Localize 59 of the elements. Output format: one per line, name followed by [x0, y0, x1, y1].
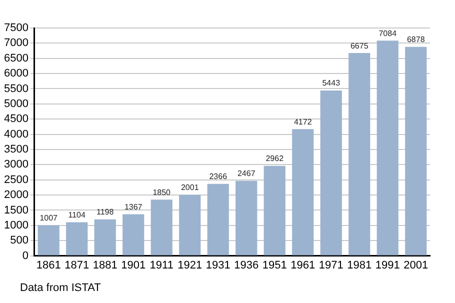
y-tick-label: 5000	[4, 98, 28, 110]
x-tick-label: 1911	[150, 259, 174, 272]
bar	[179, 195, 201, 256]
bar	[292, 129, 314, 256]
text: Data from ISTAT	[20, 282, 101, 294]
bar	[405, 46, 427, 256]
x-tick-label: 1936	[234, 259, 259, 272]
bar	[150, 200, 172, 256]
data-label: 2366	[209, 172, 228, 182]
bar	[376, 40, 398, 256]
data-label: 1104	[68, 210, 86, 220]
x-tick-label: 1871	[64, 259, 90, 272]
data-label: 4172	[294, 117, 312, 126]
bar	[207, 184, 229, 256]
data-label: 5443	[322, 78, 341, 88]
x-tick-label: 1881	[92, 259, 118, 272]
data-label: 2962	[266, 154, 284, 164]
x-tick-label: 1931	[206, 259, 230, 272]
data-label: 1367	[124, 202, 143, 212]
x-tick-label: 1861	[36, 259, 61, 272]
bar	[38, 225, 60, 256]
bar	[348, 53, 370, 256]
y-tick-label: 6500	[4, 52, 28, 64]
y-tick-label: 0	[22, 250, 28, 262]
y-tick-label: 3000	[4, 158, 28, 171]
y-tick-label: 7500	[4, 22, 28, 34]
data-label: 2467	[237, 169, 256, 178]
y-tick-label: 1500	[4, 204, 28, 216]
bar	[66, 222, 88, 256]
x-tick-label: 1901	[121, 259, 146, 272]
x-tick-label: 1991	[375, 259, 400, 272]
y-tick-label: 7000	[4, 37, 28, 50]
data-label: 1850	[152, 188, 172, 197]
y-tick-label: 1000	[4, 219, 28, 232]
y-tick-label: 2000	[4, 189, 28, 202]
data-label: 7084	[378, 28, 398, 38]
y-tick-label: 500	[10, 234, 28, 247]
y-tick-label: 4500	[4, 113, 28, 126]
bar	[94, 219, 116, 256]
bar	[236, 180, 258, 256]
data-label: 1198	[96, 208, 114, 217]
x-tick-label: 1951	[262, 259, 287, 272]
bar	[320, 90, 342, 256]
x-tick-label: 1971	[318, 259, 344, 272]
bar	[122, 214, 144, 256]
data-label: 6675	[350, 41, 369, 50]
x-tick-label: 1981	[347, 259, 372, 272]
x-tick-label: 1961	[290, 259, 316, 272]
x-tick-label: 2001	[404, 259, 428, 272]
data-label: 1007	[40, 213, 58, 222]
data-label: 2001	[180, 183, 200, 192]
y-tick-label: 2500	[4, 174, 28, 186]
x-tick-label: 1921	[178, 259, 202, 272]
y-tick-label: 3500	[4, 144, 28, 156]
data-label: 6878	[406, 35, 426, 44]
y-tick-label: 4000	[4, 128, 28, 140]
y-tick-label: 6000	[4, 68, 28, 80]
y-tick-label: 5500	[4, 82, 28, 95]
bar	[264, 166, 286, 256]
